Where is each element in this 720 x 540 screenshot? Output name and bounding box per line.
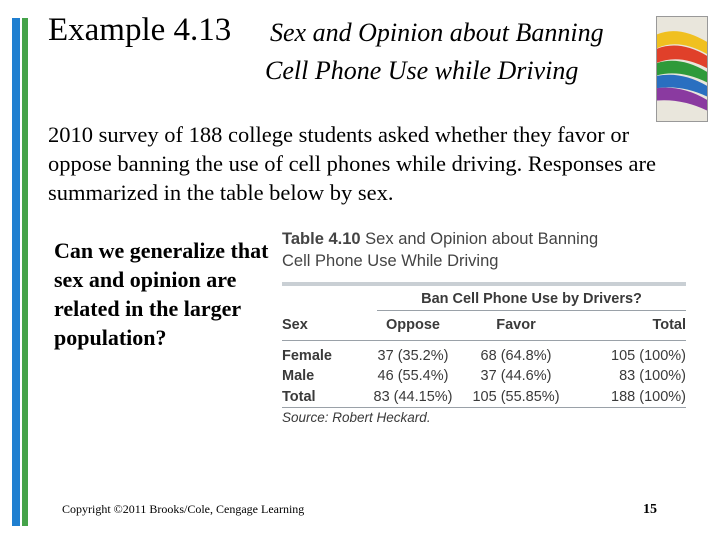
table-source-note: Source: Robert Heckard. bbox=[282, 410, 431, 425]
slide-subtitle-line-2: Cell Phone Use while Driving bbox=[265, 56, 579, 85]
page-number: 15 bbox=[643, 502, 657, 517]
cell-oppose: 46 (55.4%) bbox=[377, 368, 449, 384]
column-header-favor: Favor bbox=[496, 317, 536, 333]
left-accent-bar bbox=[12, 18, 20, 526]
table-row: Male 46 (55.4%) 37 (44.6%) 83 (100%) bbox=[282, 366, 686, 387]
left-accent-bar-green bbox=[22, 18, 28, 526]
cell-total: 105 (100%) bbox=[611, 347, 686, 364]
cell-total: 188 (100%) bbox=[611, 388, 686, 405]
table-row: Female 37 (35.2%) 68 (64.8%) 105 (100%) bbox=[282, 346, 686, 367]
table-caption-line-2: Cell Phone Use While Driving bbox=[282, 252, 499, 270]
table-body-rule bbox=[282, 339, 686, 341]
cell-favor: 68 (64.8%) bbox=[480, 347, 552, 364]
cell-total: 83 (100%) bbox=[619, 368, 686, 384]
row-label: Female bbox=[282, 347, 332, 364]
cell-favor: 105 (55.85%) bbox=[472, 388, 560, 405]
table-number: Table 4.10 bbox=[282, 230, 361, 248]
table-top-rule bbox=[282, 282, 686, 286]
slide-title: Example 4.13 bbox=[48, 12, 232, 48]
publisher-logo-image bbox=[656, 16, 708, 122]
table-caption: Table 4.10 Sex and Opinion about Banning… bbox=[282, 228, 686, 272]
row-label: Total bbox=[282, 388, 316, 405]
contingency-table: Table 4.10 Sex and Opinion about Banning… bbox=[282, 228, 686, 425]
cell-favor: 37 (44.6%) bbox=[480, 368, 552, 384]
column-header-total: Total bbox=[652, 317, 686, 333]
table-caption-line-1: Sex and Opinion about Banning bbox=[365, 230, 599, 248]
cell-oppose: 83 (44.15%) bbox=[373, 388, 453, 405]
row-label: Male bbox=[282, 368, 315, 384]
table-header-rule bbox=[377, 310, 686, 311]
copyright-notice: Copyright ©2011 Brooks/Cole, Cengage Lea… bbox=[62, 502, 305, 516]
cell-oppose: 37 (35.2%) bbox=[377, 347, 449, 364]
table-bottom-rule bbox=[282, 407, 686, 408]
table-row: Total 83 (44.15%) 105 (55.85%) 188 (100%… bbox=[282, 387, 686, 408]
discussion-question: Can we generalize that sex and opinion a… bbox=[54, 238, 269, 350]
column-header-sex: Sex bbox=[282, 317, 308, 333]
intro-paragraph: 2010 survey of 188 college students aske… bbox=[48, 122, 656, 205]
table-spanning-header: Ban Cell Phone Use by Drivers? bbox=[421, 291, 642, 307]
table-header-row: Sex Oppose Favor Total bbox=[282, 311, 686, 340]
slide-subtitle-line-1: Sex and Opinion about Banning bbox=[270, 18, 604, 47]
column-header-oppose: Oppose bbox=[386, 317, 440, 333]
